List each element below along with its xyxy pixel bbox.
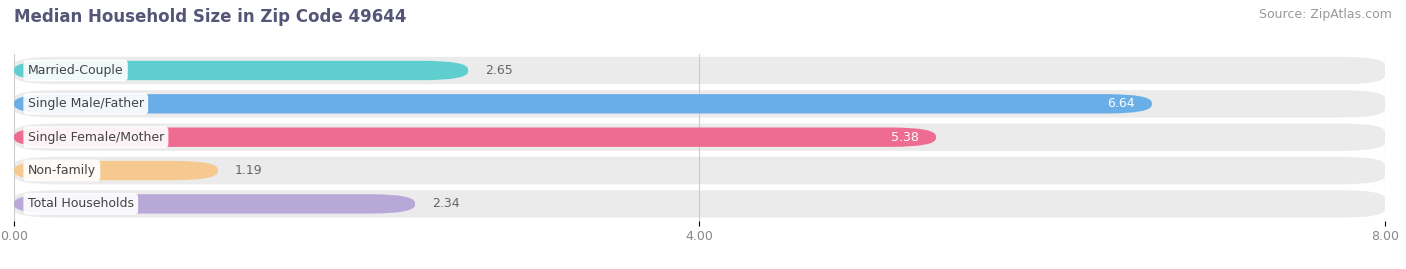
Text: Source: ZipAtlas.com: Source: ZipAtlas.com <box>1258 8 1392 21</box>
FancyBboxPatch shape <box>14 128 936 147</box>
Text: 2.65: 2.65 <box>485 64 513 77</box>
Text: 5.38: 5.38 <box>891 131 920 144</box>
Text: 1.19: 1.19 <box>235 164 263 177</box>
FancyBboxPatch shape <box>14 90 1385 118</box>
FancyBboxPatch shape <box>14 94 1152 114</box>
FancyBboxPatch shape <box>14 57 1385 84</box>
Text: 6.64: 6.64 <box>1107 97 1135 110</box>
FancyBboxPatch shape <box>14 157 1385 184</box>
FancyBboxPatch shape <box>14 190 1385 218</box>
Text: Single Male/Father: Single Male/Father <box>28 97 143 110</box>
FancyBboxPatch shape <box>14 61 468 80</box>
Text: Median Household Size in Zip Code 49644: Median Household Size in Zip Code 49644 <box>14 8 406 26</box>
Text: 2.34: 2.34 <box>432 197 460 210</box>
Text: Total Households: Total Households <box>28 197 134 210</box>
Text: Single Female/Mother: Single Female/Mother <box>28 131 165 144</box>
FancyBboxPatch shape <box>14 123 1385 151</box>
Text: Married-Couple: Married-Couple <box>28 64 124 77</box>
Text: Non-family: Non-family <box>28 164 96 177</box>
FancyBboxPatch shape <box>14 194 415 214</box>
FancyBboxPatch shape <box>14 161 218 180</box>
